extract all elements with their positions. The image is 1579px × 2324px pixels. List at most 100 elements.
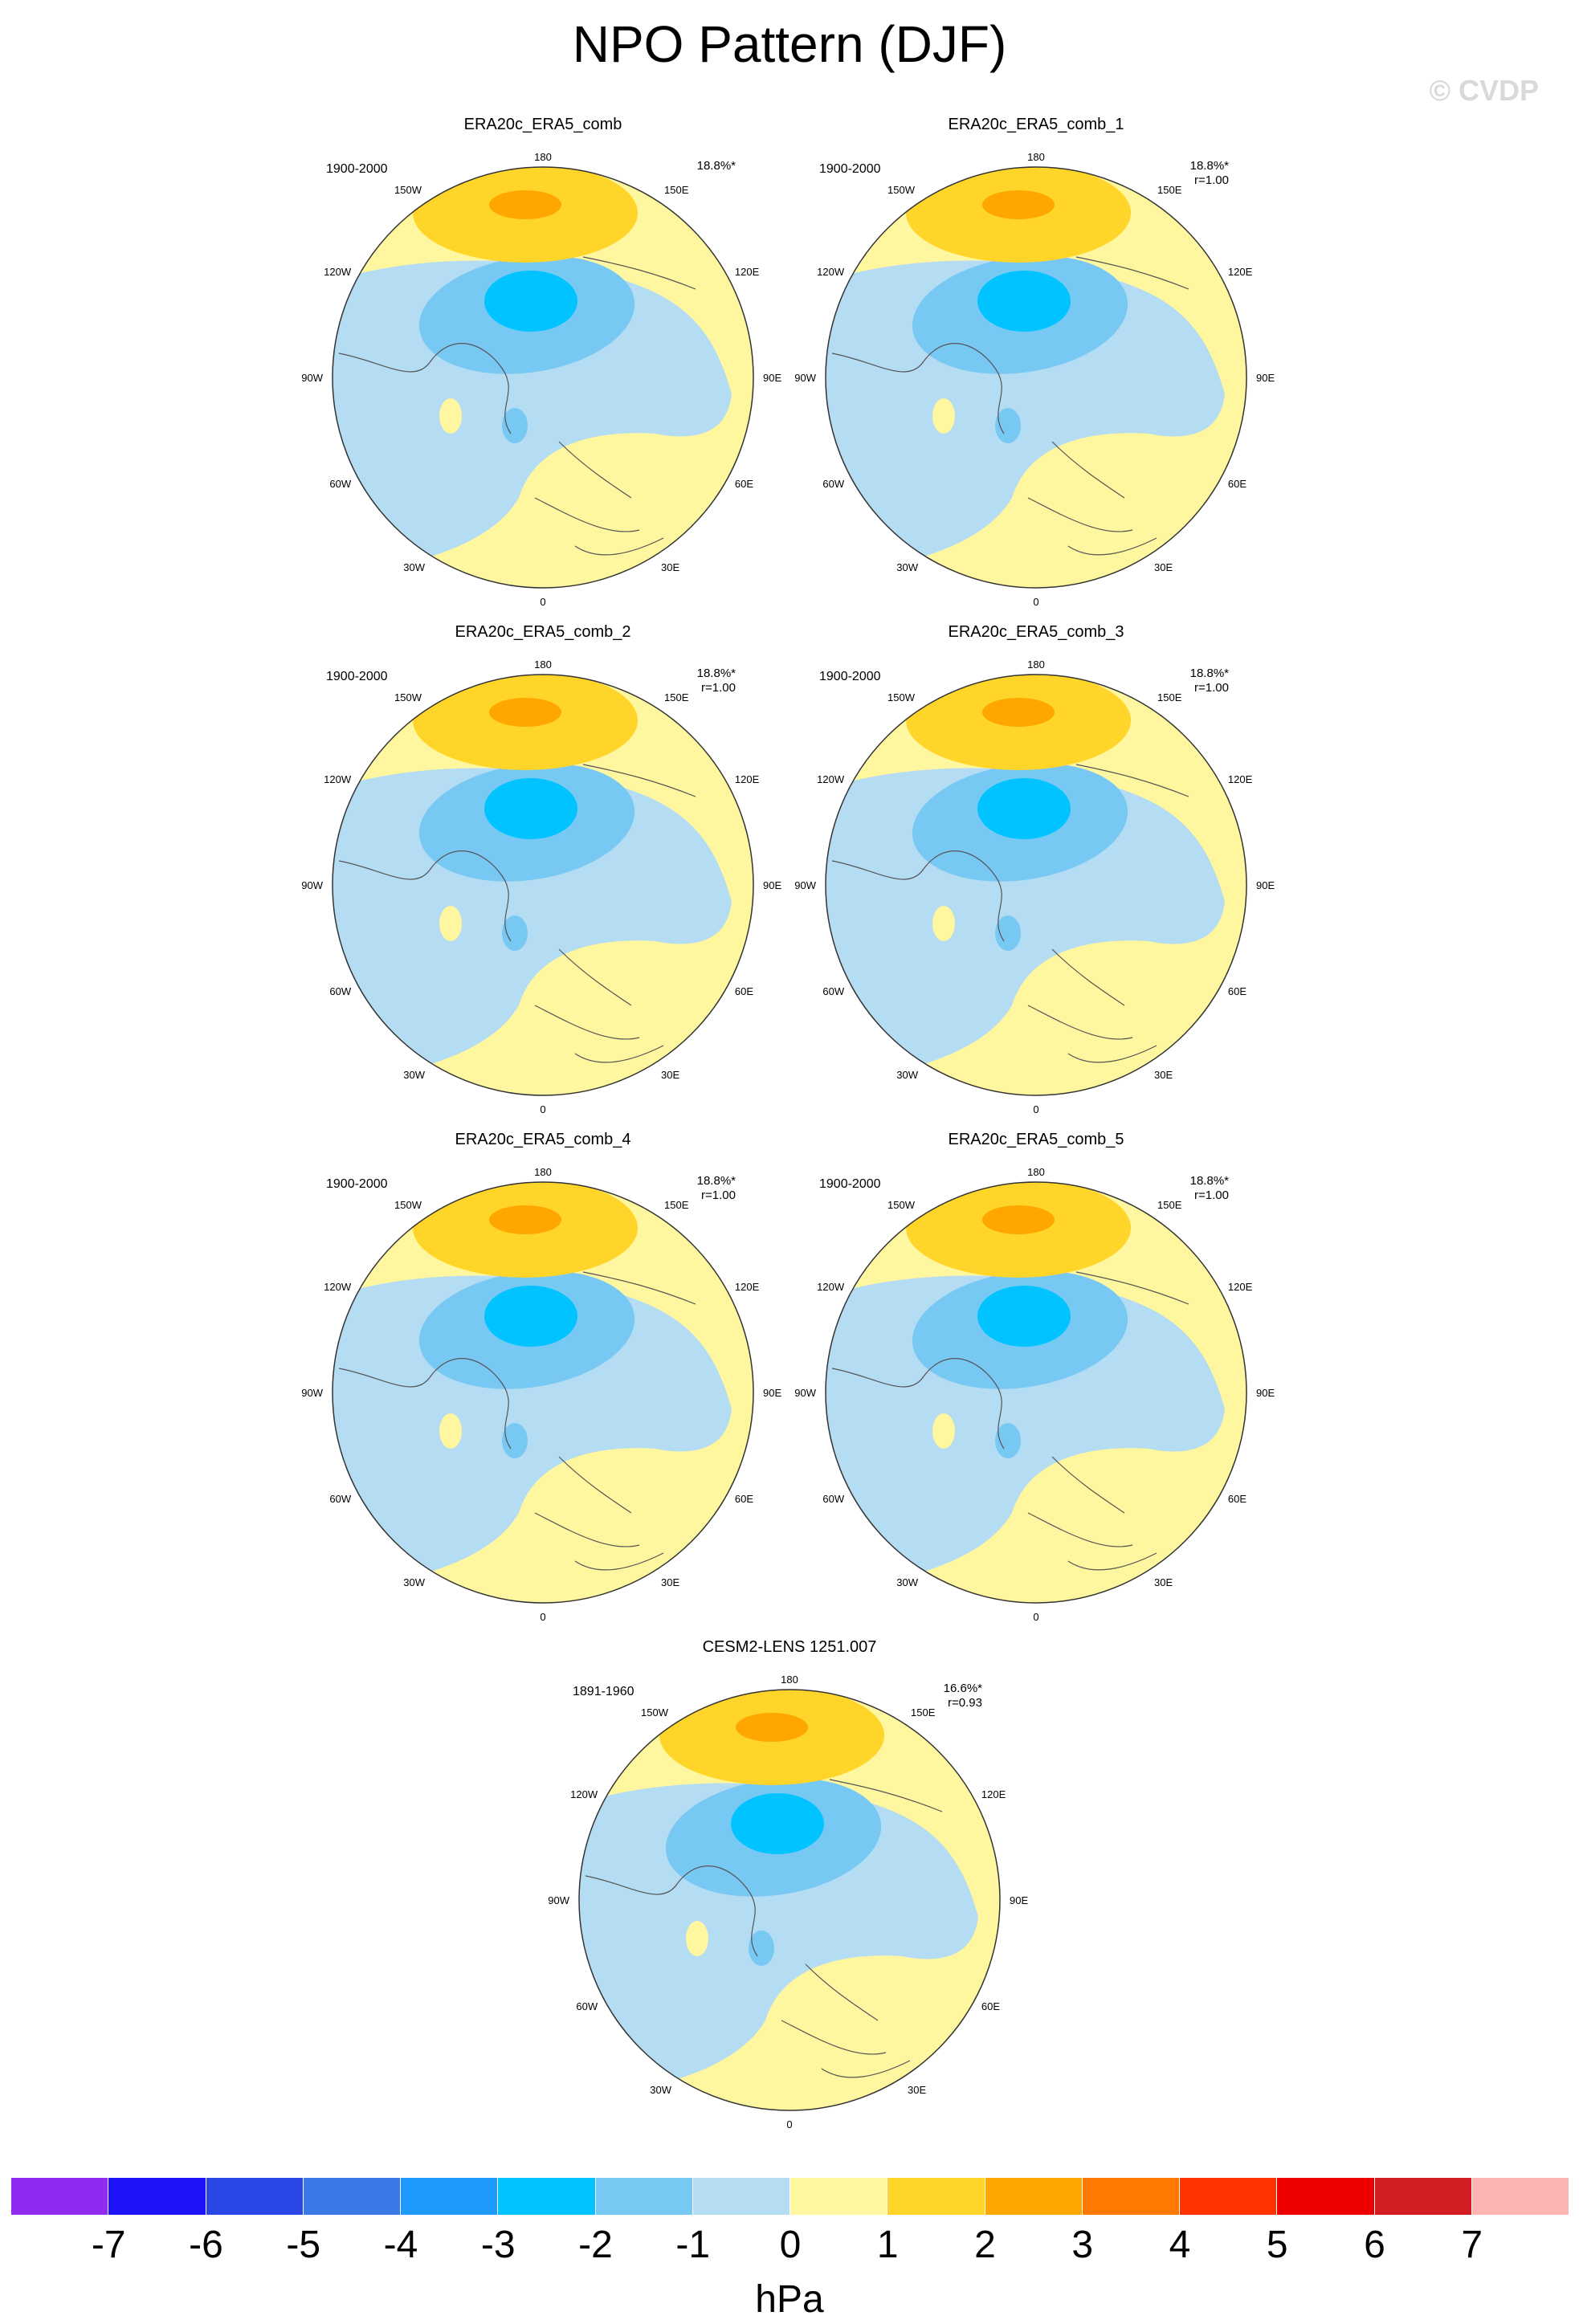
panel-title: ERA20c_ERA5_comb_1 (948, 116, 1124, 133)
longitude-label: 60W (822, 478, 844, 490)
panel-variance-stats: 18.8%* (663, 159, 736, 173)
polar-map: 180 0 150W 150E 120W 120E 90W 90E 60W 60E 30W 30E (301, 658, 781, 1115)
colorbar-tick-label: -5 (286, 2224, 321, 2266)
polar-map: 180 0 150W 150E 120W 120E 90W 90E 60W 60E 30W 30E (794, 151, 1275, 608)
map-panel: ERA20c_ERA5_comb_1 1900-2000 18.8%* r=1.00 1… (755, 116, 1317, 642)
map-boundary (825, 166, 1247, 589)
variance-explained: 18.8%* (696, 159, 736, 173)
pattern-correlation: r=1.00 (701, 681, 736, 695)
longitude-label: 60E (1228, 478, 1246, 490)
variance-explained: 18.8%* (696, 667, 736, 680)
colorbar-box (1374, 2178, 1472, 2215)
colorbar-tick-label: 4 (1169, 2224, 1191, 2266)
colorbar-tick-label: 0 (779, 2224, 802, 2266)
colorbar-box (1277, 2178, 1375, 2215)
longitude-label: 60E (1228, 1493, 1246, 1505)
pattern-correlation: r=1.00 (1194, 1189, 1229, 1202)
map-panel: ERA20c_ERA5_comb_4 1900-2000 18.8%* r=1.00 1… (262, 1131, 824, 1657)
longitude-label: 150E (664, 1199, 689, 1211)
colorbar-tick-label: -7 (91, 2224, 126, 2266)
longitude-label: 30E (908, 2084, 926, 2096)
positive-anomaly-core (489, 1205, 561, 1234)
longitude-label: 150W (394, 691, 422, 703)
panel-title: ERA20c_ERA5_comb (463, 116, 622, 133)
longitude-label: 0 (1033, 1611, 1038, 1623)
colorbar-tick-label: 2 (974, 2224, 996, 2266)
longitude-label: 60E (735, 478, 753, 490)
longitude-label: 120W (817, 266, 845, 278)
panel-years: 1891-1960 (573, 1685, 634, 1698)
longitude-label: 0 (1033, 1103, 1038, 1115)
panel-variance-stats: 18.8%* r=1.00 (1157, 159, 1229, 188)
panel-variance-stats: 18.8%* r=1.00 (1157, 667, 1229, 695)
longitude-label: 0 (540, 1611, 545, 1623)
colorbar-box (1082, 2178, 1180, 2215)
coastlines (831, 764, 1189, 1063)
longitude-label: 150W (887, 184, 916, 196)
longitude-label: 90E (1010, 1894, 1028, 1906)
polar-map: 180 0 150W 150E 120W 120E 90W 90E 60W 60E 30W 30E (301, 1166, 781, 1623)
longitude-label: 180 (1027, 1166, 1045, 1178)
longitude-label: 60E (981, 2000, 1000, 2012)
longitude-label: 120W (817, 773, 845, 785)
longitude-label: 60W (822, 985, 844, 997)
panel-years: 1900-2000 (326, 162, 388, 176)
copyright-watermark: © CVDP (1429, 74, 1539, 107)
panel-years: 1900-2000 (326, 670, 388, 683)
colorbar-box (692, 2178, 790, 2215)
colorbar-box (303, 2178, 401, 2215)
colorbar-tick-label: -2 (578, 2224, 613, 2266)
polar-map: 180 0 150W 150E 120W 120E 90W 90E 60W 60E 30W 30E (794, 1166, 1275, 1623)
longitude-label: 150E (664, 184, 689, 196)
panel-title: ERA20c_ERA5_comb_4 (455, 1131, 631, 1148)
longitude-label: 30W (403, 1069, 425, 1081)
coastlines (831, 1271, 1189, 1571)
map-panel: ERA20c_ERA5_comb_2 1900-2000 18.8%* r=1.00 1… (262, 623, 824, 1150)
pattern-correlation: r=0.93 (948, 1696, 982, 1710)
longitude-label: 30W (403, 1576, 425, 1588)
variance-explained: 18.8%* (1189, 667, 1229, 680)
colorbar-box (498, 2178, 596, 2215)
longitude-label: 30E (661, 561, 679, 573)
longitude-label: 120W (324, 1281, 352, 1293)
longitude-label: 30W (896, 561, 918, 573)
longitude-label: 150E (1157, 1199, 1182, 1211)
positive-anomaly-core (982, 1205, 1055, 1234)
longitude-label: 90E (763, 372, 781, 384)
longitude-label: 90W (301, 1387, 323, 1399)
positive-anomaly-core (736, 1713, 808, 1742)
longitude-label: 180 (534, 658, 552, 671)
coastlines (338, 764, 696, 1063)
coastlines (338, 1271, 696, 1571)
colorbar-box (1471, 2178, 1569, 2215)
negative-anomaly-core (977, 1286, 1071, 1347)
longitude-label: 150E (1157, 691, 1182, 703)
map-boundary (332, 166, 754, 589)
pattern-correlation: r=1.00 (701, 1189, 736, 1202)
longitude-label: 150E (1157, 184, 1182, 196)
longitude-label: 120E (1228, 266, 1253, 278)
longitude-label: 90W (301, 879, 323, 891)
longitude-label: 30W (403, 561, 425, 573)
longitude-label: 30E (1154, 561, 1173, 573)
coastlines (831, 256, 1189, 556)
map-boundary (578, 1689, 1001, 2111)
panel-variance-stats: 18.8%* r=1.00 (1157, 1174, 1229, 1203)
pattern-correlation: r=1.00 (1194, 173, 1229, 187)
positive-anomaly-core (489, 190, 561, 219)
colorbar-box (790, 2178, 888, 2215)
colorbar-box (206, 2178, 304, 2215)
positive-anomaly-core (489, 698, 561, 727)
panel-variance-stats: 16.6%* r=0.93 (910, 1682, 982, 1710)
longitude-label: 150W (394, 1199, 422, 1211)
colorbar-tick-label: 5 (1266, 2224, 1288, 2266)
colorbar-box (887, 2178, 985, 2215)
longitude-label: 0 (1033, 596, 1038, 608)
negative-anomaly-core (484, 271, 577, 332)
longitude-label: 90E (763, 879, 781, 891)
colorbar-box (11, 2178, 109, 2215)
longitude-label: 150W (887, 1199, 916, 1211)
polar-map: 180 0 150W 150E 120W 120E 90W 90E 60W 60E 30W 30E (301, 151, 781, 608)
variance-explained: 18.8%* (1189, 1174, 1229, 1188)
longitude-label: 120E (981, 1788, 1006, 1800)
